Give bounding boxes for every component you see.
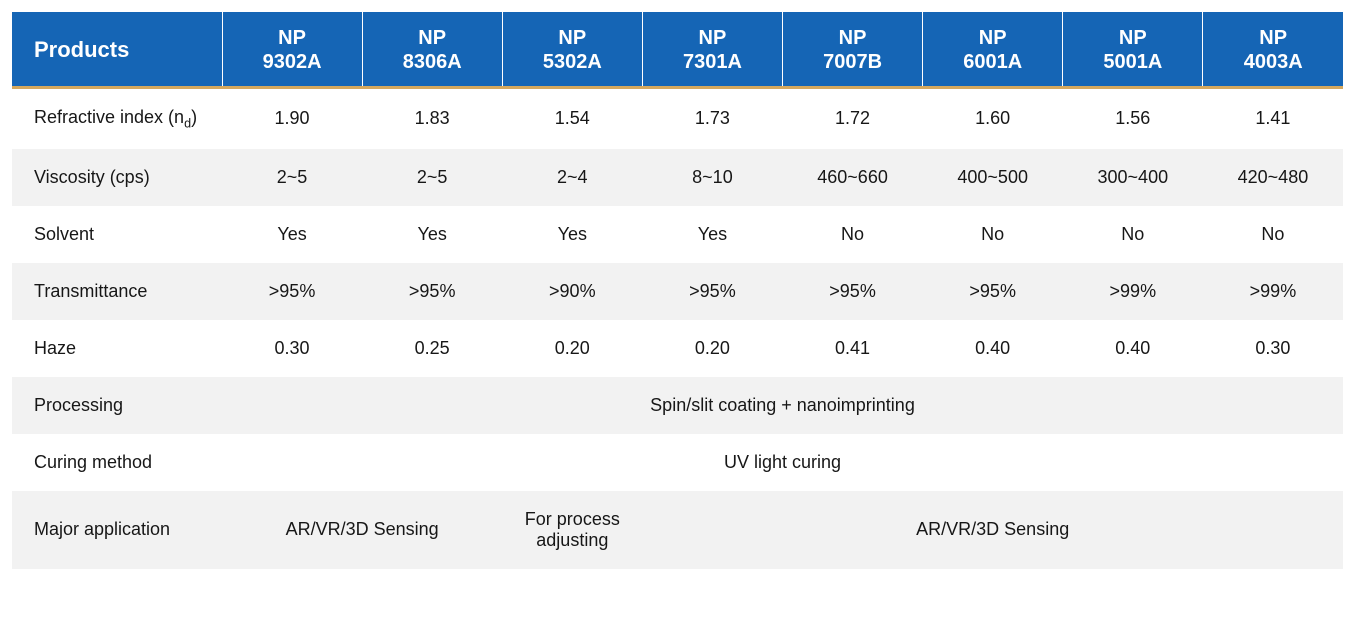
table-body: Refractive index (nd)1.901.831.541.731.7…	[12, 86, 1343, 569]
header-products: Products	[12, 12, 222, 86]
cell: >90%	[502, 263, 642, 320]
product-prefix: NP	[1259, 27, 1287, 49]
cell: 1.83	[362, 89, 502, 149]
header-product-8306a: NP8306A	[362, 12, 502, 86]
product-prefix: NP	[979, 27, 1007, 49]
header-product-6001a: NP6001A	[923, 12, 1063, 86]
product-prefix: NP	[1119, 27, 1147, 49]
cell: 0.30	[1203, 320, 1343, 377]
cell: No	[1063, 206, 1203, 263]
header-product-5302a: NP5302A	[502, 12, 642, 86]
cell: 1.73	[642, 89, 782, 149]
row-label: Curing method	[12, 434, 222, 491]
row-label: Viscosity (cps)	[12, 149, 222, 206]
header-product-5001a: NP5001A	[1063, 12, 1203, 86]
cell: Yes	[502, 206, 642, 263]
product-code: 9302A	[263, 51, 322, 73]
table-row: Major applicationAR/VR/3D SensingFor pro…	[12, 491, 1343, 569]
header-product-7301a: NP7301A	[642, 12, 782, 86]
row-label: Solvent	[12, 206, 222, 263]
cell: 0.40	[923, 320, 1063, 377]
row-label: Major application	[12, 491, 222, 569]
cell: No	[1203, 206, 1343, 263]
cell: 1.54	[502, 89, 642, 149]
cell: 460~660	[783, 149, 923, 206]
table-row: Refractive index (nd)1.901.831.541.731.7…	[12, 89, 1343, 149]
cell: For processadjusting	[502, 491, 642, 569]
cell: 0.40	[1063, 320, 1203, 377]
header-product-9302a: NP9302A	[222, 12, 362, 86]
table-row: Haze0.300.250.200.200.410.400.400.30	[12, 320, 1343, 377]
cell: 300~400	[1063, 149, 1203, 206]
cell: 420~480	[1203, 149, 1343, 206]
product-code: 5302A	[543, 51, 602, 73]
cell: No	[923, 206, 1063, 263]
row-label: Transmittance	[12, 263, 222, 320]
row-label: Haze	[12, 320, 222, 377]
product-code: 7007B	[823, 51, 882, 73]
cell: >95%	[923, 263, 1063, 320]
cell: >95%	[362, 263, 502, 320]
cell: Spin/slit coating + nanoimprinting	[222, 377, 1343, 434]
cell: 1.56	[1063, 89, 1203, 149]
product-prefix: NP	[839, 27, 867, 49]
cell: 2~5	[222, 149, 362, 206]
cell: >99%	[1063, 263, 1203, 320]
table-row: Viscosity (cps)2~52~52~48~10460~660400~5…	[12, 149, 1343, 206]
cell: AR/VR/3D Sensing	[642, 491, 1343, 569]
product-code: 4003A	[1244, 51, 1303, 73]
cell: 2~4	[502, 149, 642, 206]
cell: 8~10	[642, 149, 782, 206]
table-row: ProcessingSpin/slit coating + nanoimprin…	[12, 377, 1343, 434]
product-prefix: NP	[418, 27, 446, 49]
row-label: Refractive index (nd)	[12, 89, 222, 149]
table-row: SolventYesYesYesYesNoNoNoNo	[12, 206, 1343, 263]
cell: >95%	[222, 263, 362, 320]
product-code: 6001A	[963, 51, 1022, 73]
cell: 1.41	[1203, 89, 1343, 149]
cell: >99%	[1203, 263, 1343, 320]
cell: 1.90	[222, 89, 362, 149]
cell: No	[783, 206, 923, 263]
cell: 1.60	[923, 89, 1063, 149]
cell: >95%	[783, 263, 923, 320]
products-table: Products NP9302ANP8306ANP5302ANP7301ANP7…	[12, 12, 1343, 569]
cell: AR/VR/3D Sensing	[222, 491, 502, 569]
table-row: Transmittance>95%>95%>90%>95%>95%>95%>99…	[12, 263, 1343, 320]
cell: UV light curing	[222, 434, 1343, 491]
cell: 0.20	[502, 320, 642, 377]
product-code: 8306A	[403, 51, 462, 73]
row-label: Processing	[12, 377, 222, 434]
cell: 0.30	[222, 320, 362, 377]
cell: 0.25	[362, 320, 502, 377]
header-product-7007b: NP7007B	[783, 12, 923, 86]
table-header: Products NP9302ANP8306ANP5302ANP7301ANP7…	[12, 12, 1343, 86]
product-code: 7301A	[683, 51, 742, 73]
header-product-4003a: NP4003A	[1203, 12, 1343, 86]
cell: 400~500	[923, 149, 1063, 206]
product-prefix: NP	[278, 27, 306, 49]
cell: 0.41	[783, 320, 923, 377]
cell: 1.72	[783, 89, 923, 149]
cell: 2~5	[362, 149, 502, 206]
product-code: 5001A	[1103, 51, 1162, 73]
product-prefix: NP	[558, 27, 586, 49]
cell: Yes	[642, 206, 782, 263]
product-prefix: NP	[699, 27, 727, 49]
cell: >95%	[642, 263, 782, 320]
table-row: Curing methodUV light curing	[12, 434, 1343, 491]
cell: Yes	[222, 206, 362, 263]
cell: Yes	[362, 206, 502, 263]
cell: 0.20	[642, 320, 782, 377]
